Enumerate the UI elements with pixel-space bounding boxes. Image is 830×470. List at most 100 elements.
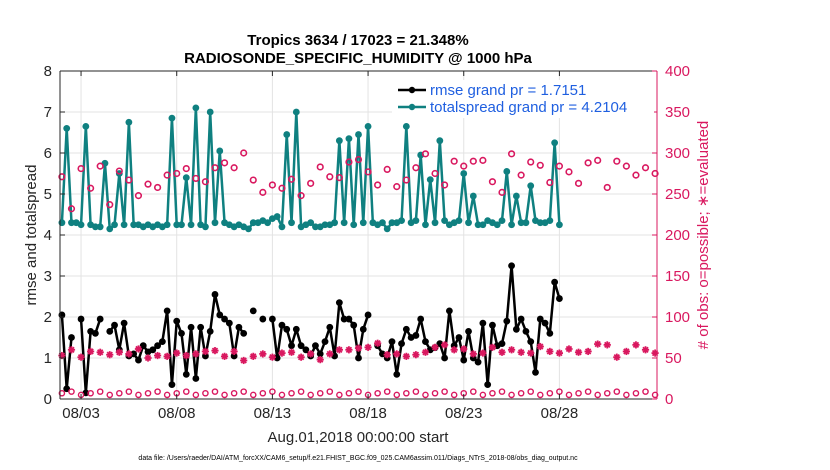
data-point (388, 338, 396, 345)
asterisk-stroke (403, 353, 410, 360)
possible-obs-marker (58, 173, 66, 181)
evaluated-obs-marker (364, 343, 372, 351)
asterisk-stroke (431, 344, 439, 351)
asterisk-stroke (422, 349, 429, 356)
legend-spread-label: totalspread grand pr = 4.2104 (430, 99, 627, 116)
possible-obs-baseline-marker (116, 389, 123, 397)
evaluated-obs-marker (651, 349, 659, 357)
asterisk-stroke (345, 346, 353, 353)
data-point (225, 319, 233, 327)
data-point (273, 213, 281, 220)
data-point (474, 358, 482, 366)
evaluated-obs-marker (87, 347, 95, 356)
data-point (278, 321, 286, 329)
data-point (312, 342, 319, 350)
asterisk-stroke (546, 348, 554, 355)
data-point (297, 342, 305, 350)
asterisk-stroke (470, 350, 477, 358)
asterisk-stroke (77, 353, 85, 361)
possible-obs-baseline-marker (288, 389, 295, 397)
data-point (82, 122, 90, 130)
data-point (364, 122, 372, 130)
y-right-tick-label: 250 (665, 186, 690, 203)
possible-obs-marker (402, 176, 410, 184)
possible-obs-baseline-marker (383, 388, 391, 395)
data-point (268, 315, 276, 323)
data-point (307, 219, 315, 227)
evaluated-obs-marker (584, 347, 592, 356)
evaluated-obs-marker (383, 351, 391, 359)
possible-obs-baseline-marker (326, 388, 334, 395)
evaluated-obs-marker (67, 346, 76, 354)
evaluated-obs-marker (431, 343, 439, 351)
asterisk-stroke (230, 348, 238, 355)
asterisk-stroke (163, 353, 171, 360)
data-point (493, 221, 501, 229)
evaluated-obs-marker (230, 347, 238, 356)
evaluated-obs-marker (603, 341, 611, 349)
possible-obs-baseline-marker (594, 391, 601, 399)
asterisk-stroke (632, 341, 640, 349)
evaluated-obs-marker (287, 348, 296, 356)
asterisk-stroke (144, 354, 152, 362)
evaluated-obs-marker (163, 352, 171, 360)
data-point (359, 325, 367, 333)
possible-obs-marker (87, 184, 95, 192)
evaluated-obs-marker (412, 351, 420, 359)
asterisk-stroke (623, 348, 630, 355)
possible-obs-marker (641, 164, 650, 172)
data-point (120, 221, 128, 229)
evaluated-obs-marker (402, 352, 410, 360)
data-point (149, 346, 157, 354)
asterisk-stroke (556, 349, 563, 357)
data-point (321, 338, 329, 345)
possible-obs-marker (412, 164, 420, 172)
evaluated-obs-marker (441, 341, 449, 349)
data-point (139, 342, 147, 350)
x-tick-label: 08/18 (349, 405, 387, 422)
possible-obs-baseline-marker (106, 391, 114, 399)
data-point (283, 325, 291, 333)
possible-obs-baseline-marker (393, 391, 401, 399)
evaluated-obs-marker (173, 349, 181, 357)
possible-obs-marker (182, 164, 190, 173)
data-point (316, 350, 324, 358)
asterisk-stroke (565, 345, 573, 353)
possible-obs-baseline-marker (651, 391, 659, 399)
data-point (302, 346, 310, 354)
data-point (388, 219, 396, 227)
data-point (422, 221, 429, 229)
possible-obs-marker (144, 180, 152, 188)
data-point (259, 315, 267, 323)
data-point (532, 368, 539, 376)
data-point (522, 219, 530, 227)
possible-obs-baseline-marker (163, 391, 171, 399)
possible-obs-marker (622, 162, 630, 170)
data-point (355, 354, 362, 362)
data-point (292, 108, 300, 116)
data-point (182, 174, 190, 182)
evaluated-obs-marker (125, 350, 133, 358)
data-point (517, 315, 525, 323)
possible-obs-baseline-marker (642, 388, 649, 395)
y-right-tick-label: 50 (665, 350, 682, 367)
x-tick-label: 08/28 (541, 405, 579, 422)
possible-obs-baseline-marker (623, 391, 630, 399)
asterisk-stroke (508, 346, 515, 353)
y-left-tick-label: 3 (44, 268, 52, 285)
possible-obs-baseline-marker (412, 388, 420, 395)
possible-obs-marker (555, 162, 564, 170)
data-point (379, 219, 386, 227)
data-point (283, 131, 291, 138)
data-point (445, 307, 453, 315)
possible-obs-baseline-marker (517, 389, 525, 397)
data-point (546, 217, 554, 225)
data-point (192, 375, 200, 382)
possible-obs-baseline-marker (96, 388, 104, 395)
evaluated-obs-marker (278, 349, 286, 357)
asterisk-stroke (613, 353, 620, 361)
possible-obs-baseline-marker (249, 391, 257, 399)
possible-obs-marker (651, 169, 659, 178)
data-point (498, 340, 506, 348)
evaluated-obs-marker (220, 352, 229, 360)
